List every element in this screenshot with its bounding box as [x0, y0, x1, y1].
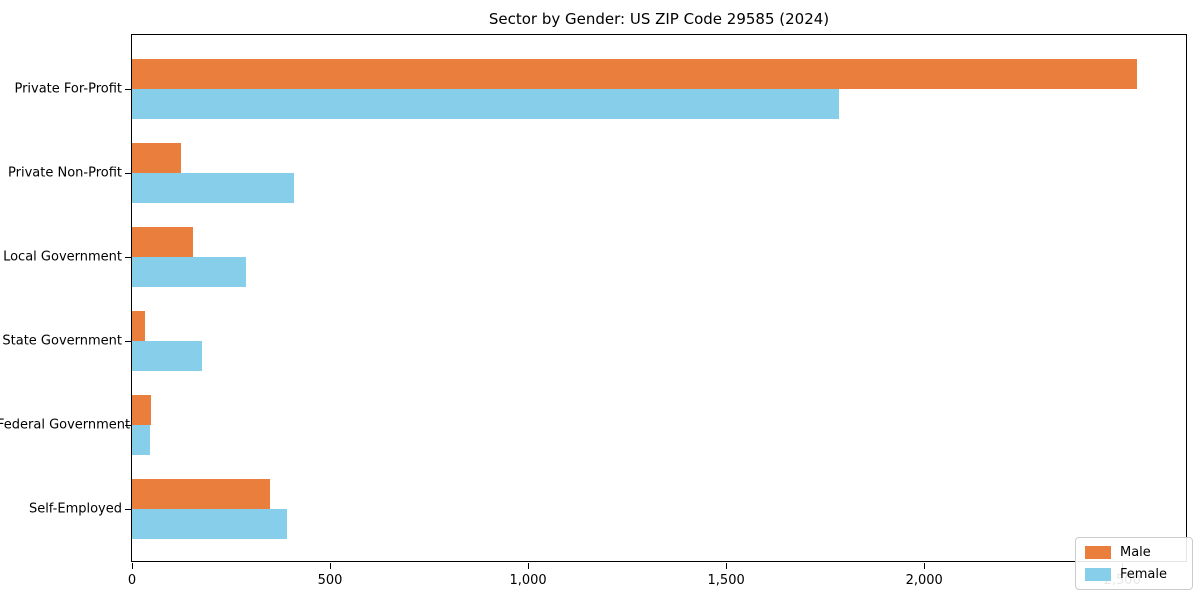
legend-label: Female [1119, 567, 1167, 582]
legend: Male Female [1074, 537, 1193, 590]
y-tick-label: Private For-Profit [14, 81, 122, 97]
y-tick-label: Private Non-Profit [8, 165, 122, 181]
x-tick-mark [726, 563, 728, 569]
bar-female-federal-government [132, 425, 150, 455]
bar-female-self-employed [132, 509, 287, 539]
y-tick-label: Federal Government [0, 417, 131, 433]
legend-item-male: Male [1084, 545, 1183, 560]
plot-area: Private For-Profit Private Non-Profit Loca… [0, 34, 1187, 588]
bar-female-state-government [132, 341, 203, 371]
bar-male-private-for-profit [132, 59, 1137, 89]
bar-male-self-employed [132, 479, 270, 509]
bar-female-private-non-profit [132, 173, 294, 203]
chart-title: Sector by Gender: US ZIP Code 29585 (202… [488, 10, 830, 28]
bar-male-local-government [132, 227, 193, 257]
x-tick-label: 2,000 [905, 573, 943, 588]
y-tick-label: State Government [2, 333, 122, 349]
y-tick-mark [125, 341, 131, 342]
legend-label: Male [1119, 545, 1151, 560]
x-tick-mark [528, 563, 530, 569]
x-tick-mark [132, 563, 133, 569]
bar-male-private-non-profit [132, 143, 182, 173]
y-tick-mark [125, 509, 131, 510]
bar-male-federal-government [132, 395, 151, 425]
y-tick-mark [125, 257, 131, 258]
x-tick-mark [924, 563, 926, 569]
y-tick-mark [125, 89, 131, 90]
x-tick-label: 500 [317, 573, 343, 588]
x-tick-label: 1,500 [707, 573, 745, 588]
y-tick-label: Local Government [3, 249, 122, 265]
bar-female-local-government [132, 257, 247, 287]
bar-female-private-for-profit [132, 89, 840, 119]
y-tick-mark [125, 173, 131, 174]
y-tick-mark [125, 425, 131, 426]
y-tick-label: Self-Employed [28, 501, 122, 517]
bar-male-state-government [132, 311, 146, 341]
legend-item-female: Female [1084, 567, 1183, 582]
x-tick-label: 1,000 [509, 573, 547, 588]
legend-swatch-male [1084, 546, 1111, 559]
x-tick-mark [330, 563, 332, 569]
x-tick-label: 0 [127, 573, 137, 588]
legend-swatch-female [1084, 568, 1111, 581]
